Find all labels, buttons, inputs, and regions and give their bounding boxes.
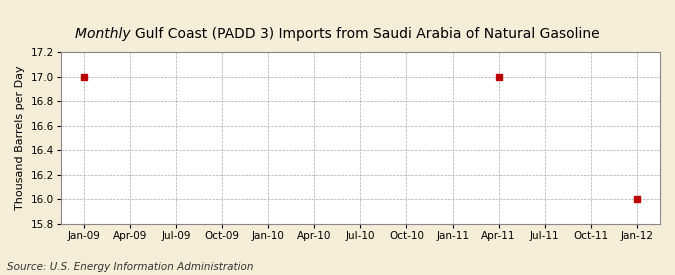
Text: Gulf Coast (PADD 3) Imports from Saudi Arabia of Natural Gasoline: Gulf Coast (PADD 3) Imports from Saudi A… <box>135 27 600 41</box>
Y-axis label: Thousand Barrels per Day: Thousand Barrels per Day <box>15 66 25 210</box>
Text: Source: U.S. Energy Information Administration: Source: U.S. Energy Information Administ… <box>7 262 253 272</box>
Text: Monthly: Monthly <box>75 27 135 41</box>
